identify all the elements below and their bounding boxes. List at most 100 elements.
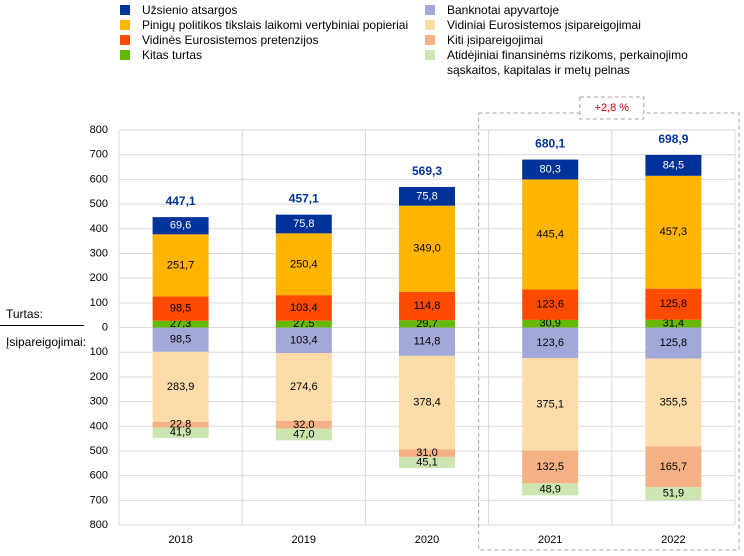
- data-label-uzsienio_atsargos: 69,6: [170, 220, 191, 232]
- legend-label: Užsienio atsargos: [142, 3, 238, 17]
- x-tick-label: 2022: [661, 534, 685, 546]
- highlight-box: [478, 112, 740, 551]
- bar-segment-banknotai: [399, 327, 455, 356]
- legend-swatch: [425, 50, 435, 60]
- bar-segment-pinigu_politikos: [645, 175, 702, 289]
- bar-segment-banknotai: [152, 327, 209, 352]
- total-label: 457,1: [289, 192, 319, 206]
- bar-segment-vidiniai_isipareigojimai: [522, 358, 579, 451]
- data-label-banknotai: 98,5: [170, 334, 191, 346]
- data-label-vidines_pretenzijos: 98,5: [170, 303, 191, 315]
- bar-segment-uzsienio_atsargos: [522, 159, 579, 180]
- y-tick-label: 400: [90, 223, 108, 235]
- bar-segment-atidejiniai: [152, 427, 209, 438]
- bar-segment-vidiniai_isipareigojimai: [152, 351, 209, 422]
- x-tick-label: 2021: [538, 534, 562, 546]
- bar-segment-atidejiniai: [522, 483, 579, 496]
- data-label-atidejiniai: 51,9: [663, 488, 684, 500]
- data-label-vidiniai_isipareigojimai: 375,1: [536, 398, 564, 410]
- data-label-vidiniai_isipareigojimai: 283,9: [167, 381, 195, 393]
- data-label-vidines_pretenzijos: 103,4: [290, 302, 318, 314]
- data-label-atidejiniai: 45,1: [416, 456, 437, 468]
- legend-swatch: [425, 35, 435, 45]
- data-label-banknotai: 125,8: [660, 337, 688, 349]
- data-label-kitas_turtas: 27,5: [293, 318, 314, 330]
- assets-side-label: Turtas:: [6, 307, 43, 321]
- data-label-vidines_pretenzijos: 114,8: [414, 300, 441, 312]
- bar-segment-kitas_turtas: [522, 319, 579, 328]
- x-tick-label: 2020: [415, 534, 439, 546]
- y-tick-label: 400: [90, 420, 108, 432]
- bar-segment-kiti_isipareigojimai: [399, 449, 455, 457]
- bar-segment-kiti_isipareigojimai: [522, 450, 579, 484]
- bar-segment-uzsienio_atsargos: [399, 186, 455, 206]
- bar-segment-banknotai: [522, 327, 579, 359]
- y-tick-label: 800: [90, 124, 108, 136]
- y-tick-label: 600: [90, 173, 108, 185]
- bar-segment-vidines_pretenzijos: [399, 291, 455, 321]
- bar-segment-kitas_turtas: [645, 319, 702, 328]
- annotation-box: [579, 96, 645, 120]
- total-label: 569,3: [412, 164, 442, 178]
- side-divider: [0, 325, 84, 326]
- data-label-kitas_turtas: 29,7: [416, 318, 437, 330]
- legend-label: Vidiniai Eurosistemos įsipareigojimai: [447, 18, 641, 32]
- data-label-uzsienio_atsargos: 84,5: [663, 159, 684, 171]
- bar-segment-vidiniai_isipareigojimai: [399, 355, 455, 450]
- bar-segment-vidiniai_isipareigojimai: [645, 358, 702, 447]
- bar-segment-kitas_turtas: [152, 320, 209, 328]
- bar-segment-vidines_pretenzijos: [522, 289, 579, 320]
- annotation-label: +2,8 %: [595, 102, 630, 114]
- data-label-pinigu_politikos: 251,7: [167, 259, 195, 271]
- y-tick-label: 100: [90, 297, 108, 309]
- x-tick-label: 2019: [292, 534, 316, 546]
- bar-segment-pinigu_politikos: [275, 233, 332, 296]
- data-label-kiti_isipareigojimai: 132,5: [536, 461, 564, 473]
- data-label-kiti_isipareigojimai: 165,7: [660, 461, 688, 473]
- x-tick-label: 2018: [168, 534, 192, 546]
- y-tick-label: 300: [90, 247, 108, 259]
- bar-segment-kiti_isipareigojimai: [645, 446, 702, 488]
- bar-segment-uzsienio_atsargos: [275, 214, 332, 234]
- y-tick-label: 800: [90, 519, 108, 531]
- bar-segment-uzsienio_atsargos: [645, 154, 702, 176]
- bar-segment-atidejiniai: [645, 487, 702, 501]
- legend-label: Kiti įsipareigojimai: [447, 33, 544, 47]
- y-tick-label: 600: [90, 470, 108, 482]
- legend-swatch: [120, 20, 130, 30]
- bar-segment-atidejiniai: [399, 456, 455, 469]
- data-label-kiti_isipareigojimai: 32,0: [293, 419, 314, 431]
- total-label: 447,1: [166, 194, 196, 208]
- legend-swatch: [120, 50, 130, 60]
- data-label-pinigu_politikos: 445,4: [536, 228, 564, 240]
- data-label-kitas_turtas: 27,3: [170, 318, 191, 330]
- data-label-pinigu_politikos: 349,0: [413, 243, 441, 255]
- bar-segment-pinigu_politikos: [399, 205, 455, 292]
- legend-label: Atidėjiniai finansinėms rizikoms, perkai…: [447, 48, 688, 62]
- bar-segment-vidiniai_isipareigojimai: [275, 353, 332, 421]
- bar-segment-vidines_pretenzijos: [645, 288, 702, 320]
- legend-swatch: [425, 5, 435, 15]
- bar-segment-banknotai: [275, 327, 332, 354]
- legend-label: Vidinės Eurosistemos pretenzijos: [142, 33, 319, 47]
- bar-segment-kiti_isipareigojimai: [275, 420, 332, 429]
- y-tick-label: 0: [102, 322, 108, 334]
- data-label-pinigu_politikos: 250,4: [290, 258, 318, 270]
- data-label-pinigu_politikos: 457,3: [660, 226, 688, 238]
- y-tick-label: 100: [90, 346, 108, 358]
- legend-label: Kitas turtas: [142, 48, 203, 62]
- data-label-banknotai: 103,4: [290, 334, 318, 346]
- bar-segment-vidines_pretenzijos: [275, 295, 332, 321]
- bar-segment-atidejiniai: [275, 428, 332, 441]
- bar-segment-banknotai: [645, 327, 702, 359]
- legend-label-line2: sąskaitos, kapitalas ir metų pelnas: [447, 63, 630, 77]
- bar-segment-kitas_turtas: [275, 320, 332, 328]
- data-label-vidines_pretenzijos: 123,6: [536, 299, 564, 311]
- data-label-atidejiniai: 48,9: [539, 483, 560, 495]
- data-label-uzsienio_atsargos: 80,3: [539, 163, 560, 175]
- y-tick-label: 500: [90, 445, 108, 457]
- bar-segment-kitas_turtas: [399, 320, 455, 328]
- total-label: 680,1: [535, 137, 565, 151]
- legend-swatch: [120, 35, 130, 45]
